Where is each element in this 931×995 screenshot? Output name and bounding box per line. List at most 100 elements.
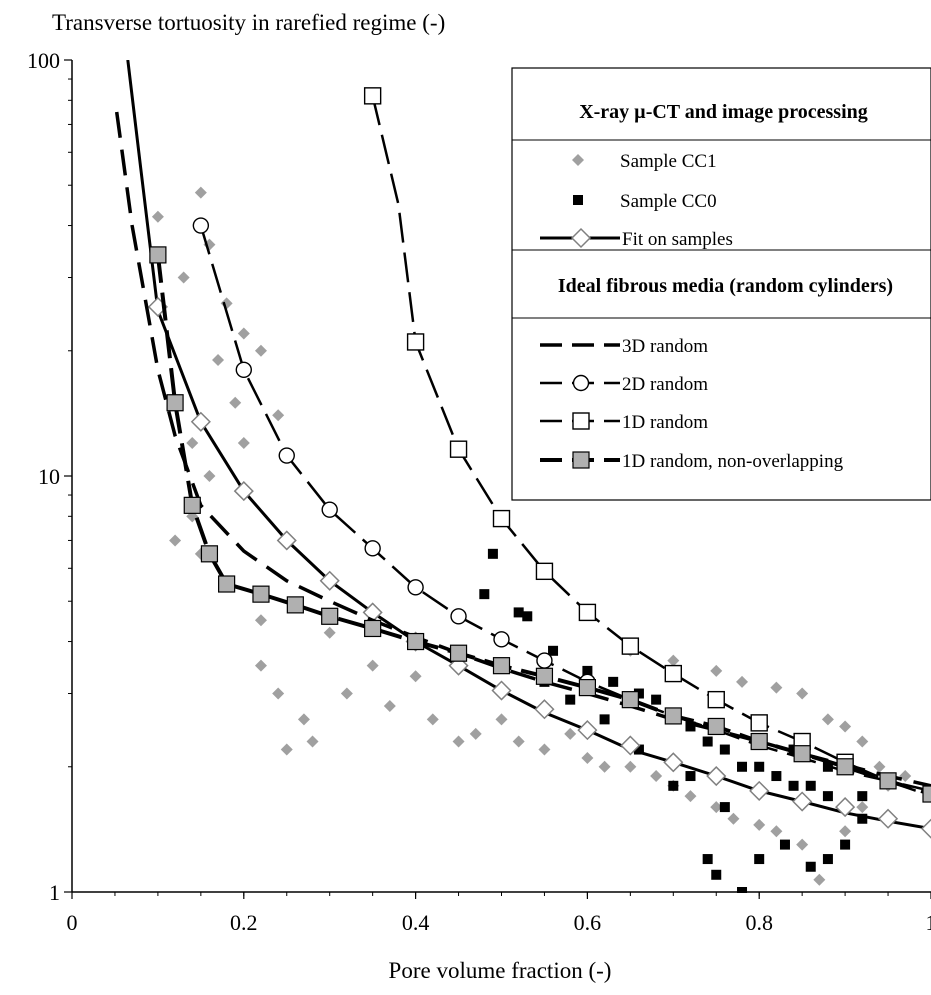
x-tick-label: 0.8	[745, 910, 773, 935]
r1dno-marker	[922, 785, 931, 803]
r2d-marker	[364, 540, 381, 557]
cc1-point	[469, 727, 482, 740]
r1d-marker	[449, 440, 468, 458]
fit-marker	[233, 481, 254, 502]
legend-heading-xray: X-ray µ-CT and image processing	[579, 101, 868, 123]
x-tick-label: 0.2	[230, 910, 258, 935]
fit-marker	[920, 818, 931, 839]
r1dno-marker	[149, 246, 167, 264]
legend: X-ray µ-CT and image processing Ideal fib…	[511, 67, 931, 501]
r1dno-marker	[750, 732, 768, 751]
cc1-point	[899, 770, 912, 783]
cc0-point	[702, 736, 713, 747]
cc1-point	[452, 735, 465, 748]
r1dno-marker	[621, 691, 639, 709]
cc0-point	[668, 780, 679, 791]
cc0-point	[479, 589, 490, 600]
r2d-marker	[235, 361, 253, 379]
r1dno-marker	[252, 585, 270, 603]
cc0-point	[822, 791, 833, 802]
r1dno-marker	[364, 619, 382, 638]
cc1-point	[254, 659, 267, 672]
y-tick-label: 10	[38, 464, 60, 489]
r1dno-marker	[836, 758, 854, 776]
cc1-point	[624, 760, 637, 773]
r1d-marker	[492, 509, 511, 528]
fit-marker	[577, 720, 598, 741]
cc0-point	[522, 611, 533, 622]
r1dno-marker	[449, 644, 468, 662]
cc1-point	[194, 186, 207, 199]
cc1-point	[538, 743, 551, 756]
cc1-point	[220, 297, 233, 310]
cc0-point	[857, 813, 868, 824]
cc1-point	[383, 699, 396, 712]
cc1-point	[495, 713, 508, 726]
cc1-point	[280, 743, 293, 756]
cc0-point	[513, 607, 524, 618]
cc0-point	[754, 854, 765, 865]
cc1-point	[323, 626, 336, 639]
fit-marker	[190, 411, 211, 432]
r1dno-marker	[321, 607, 339, 625]
cc1-point	[856, 735, 869, 748]
legend-marker-r1d	[572, 412, 590, 430]
cc1-point	[770, 825, 783, 838]
y-axis-label: Transverse tortuosity in rarefied regime…	[52, 10, 445, 35]
cc1-point	[177, 271, 190, 284]
legend-marker-fit	[570, 227, 592, 249]
cc1-point	[306, 735, 319, 748]
cc0-point	[737, 761, 748, 772]
r1d-marker	[535, 562, 554, 581]
cc1-point	[409, 670, 422, 683]
fit-marker	[319, 570, 340, 591]
r1dno-marker	[793, 745, 811, 763]
r2d-marker	[278, 447, 295, 464]
legend-label-r1dno: 1D random, non-overlapping	[622, 451, 844, 472]
cc1-point	[212, 354, 225, 367]
r1d-marker	[621, 637, 640, 655]
cc1-point	[186, 437, 199, 450]
cc0-point	[719, 802, 730, 813]
cc0-point	[685, 771, 696, 782]
legend-marker-r2d	[572, 374, 590, 392]
cc0-point	[685, 721, 696, 732]
legend-swatch-cc0	[573, 195, 583, 205]
cc1-point	[839, 720, 852, 733]
r1dno-marker	[578, 678, 597, 697]
r1dno-marker	[879, 772, 897, 790]
r1d-marker	[707, 690, 725, 709]
r1dno-marker	[664, 707, 682, 725]
cc1-point	[366, 659, 379, 672]
cc0-point	[633, 744, 644, 755]
series-r1dno	[149, 246, 931, 803]
legend-entry-cc1: Sample CC1	[572, 151, 717, 172]
legend-entry-r1d: 1D random	[540, 412, 708, 433]
r1d-marker	[750, 714, 768, 732]
series-cc1	[151, 186, 912, 886]
cc0-point	[487, 548, 498, 559]
r1dno-marker	[183, 496, 201, 514]
cc1-point	[564, 727, 577, 740]
legend-heading-ideal: Ideal fibrous media (random cylinders)	[558, 275, 893, 297]
cc1-point	[512, 735, 525, 748]
cc1-point	[796, 838, 809, 851]
series-r1d	[363, 87, 931, 798]
legend-entry-r3d: 3D random	[540, 336, 708, 357]
legend-label-r2d: 2D random	[622, 374, 708, 395]
r1dno-marker	[166, 394, 184, 412]
x-axis-label: Pore volume fraction (-)	[389, 958, 612, 983]
cc1-point	[254, 344, 267, 357]
cc0-point	[857, 791, 868, 802]
cc1-point	[796, 687, 809, 700]
x-tick-label: 1	[926, 910, 931, 935]
plot-area	[114, 60, 931, 893]
cc1-point	[710, 664, 723, 677]
x-tick-label: 0.6	[574, 910, 602, 935]
cc1-point	[272, 687, 285, 700]
cc1-point	[667, 654, 680, 667]
legend-entry-r1dno: 1D random, non-overlapping	[540, 451, 844, 472]
cc0-point	[565, 694, 576, 705]
cc1-point	[598, 760, 611, 773]
